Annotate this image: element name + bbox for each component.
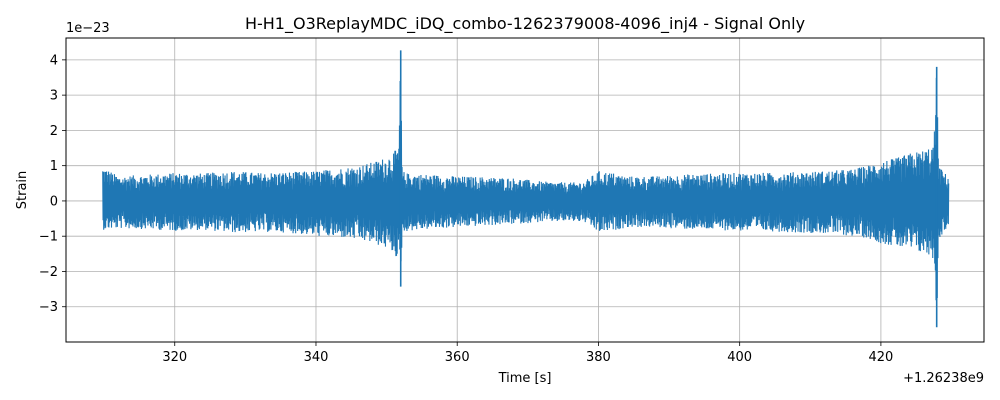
x-axis-offset-label: +1.26238e9 (903, 371, 984, 386)
series-line (102, 77, 950, 314)
y-tick-label: −2 (39, 265, 58, 280)
x-tick-label: 340 (304, 350, 329, 365)
x-tick-label: 320 (162, 350, 187, 365)
y-tick-label: 1 (50, 159, 58, 174)
chart-title: H-H1_O3ReplayMDC_iDQ_combo-1262379008-40… (245, 14, 805, 34)
y-axis-ticks: −3 −2 −1 0 1 2 3 4 (39, 53, 66, 315)
y-tick-label: 3 (50, 89, 58, 104)
plot-frame (65, 37, 985, 343)
y-tick-label: −3 (39, 300, 58, 315)
y-axis-scale-label: 1e−23 (66, 21, 110, 36)
y-tick-label: 2 (50, 124, 58, 139)
signal-trace (102, 50, 950, 328)
y-tick-label: 0 (50, 194, 58, 209)
x-tick-label: 360 (445, 350, 470, 365)
x-axis-ticks: 320 340 360 380 400 420 (162, 342, 893, 365)
y-tick-label: 4 (50, 53, 58, 68)
y-axis-label: Strain (15, 171, 30, 210)
x-tick-label: 380 (586, 350, 611, 365)
x-axis-label: Time [s] (498, 371, 552, 386)
x-tick-label: 420 (868, 350, 893, 365)
x-tick-label: 400 (727, 350, 752, 365)
y-tick-label: −1 (39, 230, 58, 245)
